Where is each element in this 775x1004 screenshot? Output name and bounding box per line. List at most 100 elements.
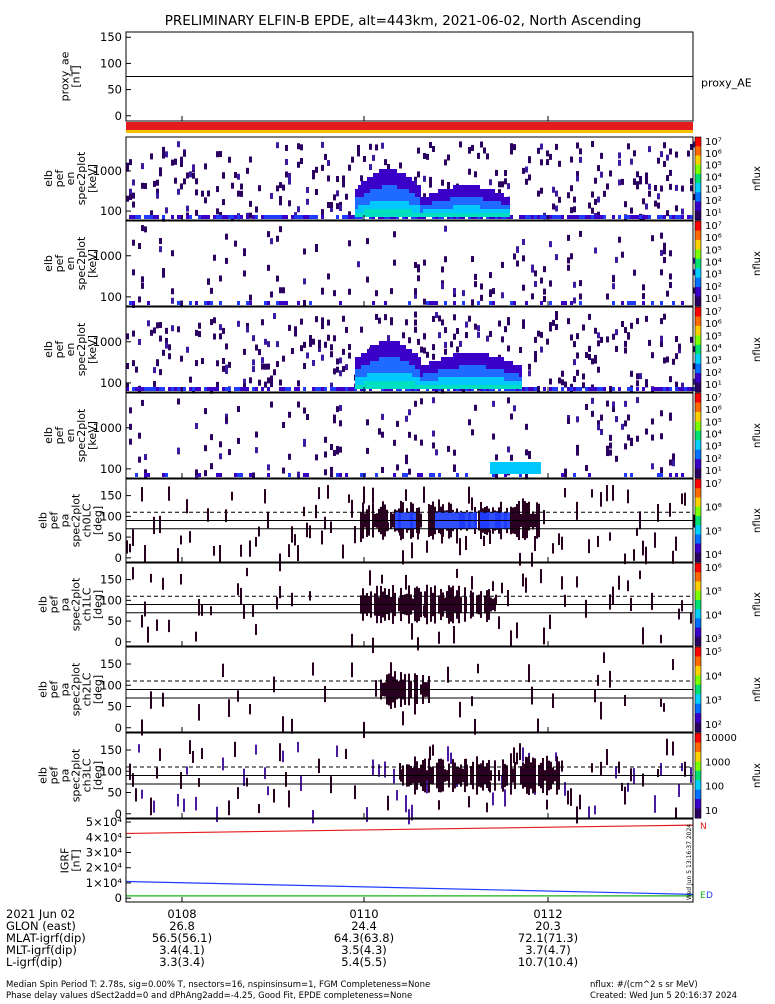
spec-event-pixel [489,213,492,217]
spec-pixel [258,185,261,192]
spec-event-pixel [388,189,391,193]
spec-event-pixel [474,213,477,217]
spec-event-pixel [388,361,391,365]
colorbar-segment [695,192,701,203]
spec-baseline-pixel [678,387,681,391]
spec-event-pixel [376,197,379,201]
spec-event-pixel [385,189,388,193]
spec-event-pixel [498,361,501,365]
spec-pixel [477,325,480,332]
spec-pixel [564,381,567,388]
spec-event-pixel [409,369,412,373]
spec-pixel [159,335,162,342]
spec-event-pixel [370,197,373,201]
spec-event-pixel [474,373,477,377]
spec-baseline-pixel [531,215,534,219]
spec-pixel [408,468,411,475]
ytick-pitch-angle-ch0-3: 0 [115,551,122,565]
spec-pixel [276,142,279,149]
spec-event-pixel [358,361,361,365]
ylabel-pitch-angle-ch0-1: pef [48,511,61,530]
spec-event-pixel [403,381,406,385]
spec-baseline-pixel [531,387,534,391]
spec-pixel [429,176,432,183]
spec-pixel [597,420,600,427]
spec-event-pixel [489,205,492,209]
spec-pixel [600,414,603,421]
spec-pixel [612,276,615,283]
spec-event-pixel [367,213,370,217]
pa-pixel [585,599,587,618]
spec-event-pixel [409,213,412,217]
spec-event-pixel [426,369,429,373]
spec-event-pixel [504,365,507,369]
spec-event-pixel [462,185,465,189]
spec-pixel [213,317,216,324]
spec-event-pixel [391,365,394,369]
spec-event-pixel [388,373,391,377]
spec-event-pixel [523,462,526,474]
pa-pixel [657,503,659,522]
pa-pixel [243,768,245,787]
spec-event-pixel [394,349,397,353]
spec-pixel [660,318,663,325]
spec-baseline-pixel [612,215,615,219]
spec-event-pixel [364,209,367,213]
spec-pixel [570,156,573,163]
spec-pixel [132,179,135,186]
pa-pixel [159,515,161,534]
spec-event-pixel [462,365,465,369]
spec-pixel [525,178,528,185]
spec-event-pixel [358,357,361,361]
spec-baseline-pixel [684,387,687,391]
spec-pixel [525,166,528,173]
spec-pixel [333,417,336,424]
spec-event-pixel [486,193,489,197]
spec-pixel [288,324,291,331]
spec-pixel [645,428,648,435]
spec-pixel [645,315,648,322]
spec-pixel [195,209,198,216]
spec-pixel [573,341,576,348]
spec-pixel [339,357,342,364]
spec-baseline-pixel [579,215,582,219]
spec-event-pixel [361,373,364,377]
colorbar-tick: 10 [705,806,718,817]
spec-event-pixel [450,385,453,389]
pa-pixel [258,526,260,537]
pa-pixel [627,489,629,504]
spec-baseline-pixel [216,215,219,219]
spec-baseline-pixel [591,387,594,391]
spec-baseline-pixel [147,301,150,305]
spec-event-pixel [432,377,435,381]
colorbar-segment [695,515,701,526]
spec-event-pixel [465,385,468,389]
spec-event-pixel [495,369,498,373]
pa-pixel [525,577,527,593]
spec-event-pixel [477,213,480,217]
colorbar-segment [695,506,701,517]
spec-event-pixel [415,373,418,377]
spec-pixel [357,144,360,151]
spec-pixel [618,152,621,159]
spec-event-pixel [391,177,394,181]
spec-baseline-pixel [582,215,585,219]
pa-pixel [195,796,197,811]
spec-event-pixel [477,185,480,189]
spec-event-pixel [376,209,379,213]
spec-event-pixel [364,185,367,189]
spec-pixel [546,150,549,157]
spec-event-pixel [495,197,498,201]
spec-pixel [471,299,474,306]
spec-event-pixel [379,385,382,389]
spec-event-pixel [397,209,400,213]
spec-pixel [537,190,540,197]
colorbar-tick: 10² [705,368,722,379]
spec-event-pixel [444,201,447,205]
spec-pixel [318,345,321,352]
spec-baseline-pixel [657,215,660,219]
ylabel-pitch-angle-ch3-0: elb [37,767,50,784]
pa-pixel [207,508,209,522]
spec-baseline-pixel [492,473,495,477]
